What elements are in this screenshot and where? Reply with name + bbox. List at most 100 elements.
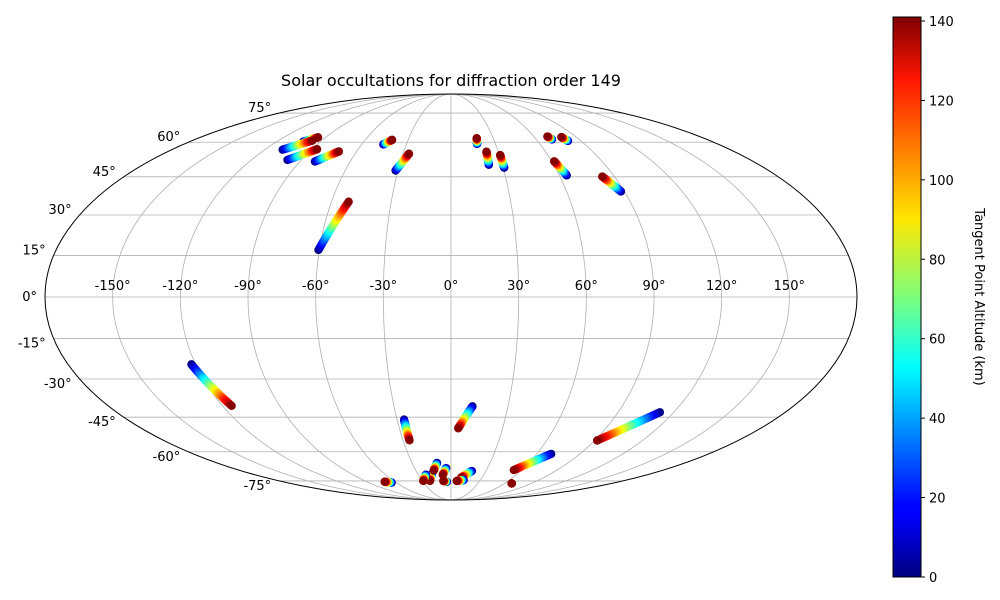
lat-tick-label: 15°: [23, 243, 46, 258]
occultation-track: [438, 463, 451, 479]
lat-tick-label: 45°: [93, 165, 116, 180]
lat-tick-label: 75°: [248, 101, 271, 116]
chart-title: Solar occultations for diffraction order…: [281, 71, 621, 90]
occultation-track: [495, 150, 509, 172]
colorbar-tick-label: 80: [929, 253, 946, 268]
colorbar-ticks: 0 20 40 60 80 100 120 140: [921, 15, 954, 586]
occultation-track: [399, 415, 414, 445]
occultation-track: [598, 172, 626, 196]
occultation-track: [549, 157, 571, 180]
colorbar-tick-label: 100: [929, 174, 954, 189]
occultation-track: [278, 136, 317, 154]
occultation-track: [391, 149, 414, 175]
lon-gridline: [382, 93, 452, 501]
lat-tick-label: -30°: [44, 377, 72, 392]
lat-tick-label: 60°: [157, 130, 180, 145]
occultation-point: [495, 150, 505, 160]
occultation-point: [549, 157, 559, 166]
occultation-track: [283, 145, 322, 165]
lat-tick-label: -15°: [18, 337, 46, 352]
occultation-track: [509, 449, 556, 475]
occultation-points: [187, 132, 665, 488]
occultation-point: [312, 145, 322, 154]
occultation-point: [380, 477, 389, 486]
lat-tick-label: -75°: [243, 479, 271, 494]
occultation-point: [543, 132, 552, 141]
lon-gridline: [179, 93, 452, 501]
colorbar-tick-label: 60: [929, 333, 946, 348]
occultation-point: [387, 135, 397, 145]
occultation-point: [419, 476, 428, 486]
occultation-track: [592, 408, 665, 445]
lon-gridline: [450, 93, 587, 501]
occultation-point: [334, 147, 344, 156]
occultation-track: [557, 132, 573, 146]
lon-gridline: [112, 93, 452, 501]
colorbar-tick-label: 40: [929, 412, 946, 427]
occultation-point: [405, 436, 414, 445]
occultation-point: [438, 470, 448, 479]
lat-tick-label: 0°: [22, 290, 37, 305]
occultation-point: [598, 172, 607, 181]
occultation-point: [404, 149, 414, 158]
map-outline: [44, 93, 858, 501]
colorbar-tick-label: 140: [929, 15, 954, 30]
occultation-track: [472, 133, 482, 149]
occultation-track: [452, 475, 468, 486]
colorbar-tick-label: 120: [929, 94, 954, 109]
lon-tick-label: 30°: [507, 279, 530, 294]
occultation-track: [419, 470, 431, 486]
occultation-point: [454, 424, 463, 433]
lat-tick-label: -60°: [153, 450, 181, 465]
longitude-labels: -150° -120° -90° -60° -30° 0° 30° 60° 90° 120° 150…: [95, 279, 805, 294]
lon-gridline: [450, 93, 655, 501]
lat-tick-label: -45°: [88, 415, 116, 430]
lon-tick-label: -120°: [162, 279, 198, 294]
lon-gridline: [450, 93, 520, 501]
occultation-track: [187, 360, 236, 410]
colorbar-label: Tangent Point Altitude (km): [971, 207, 986, 385]
occultation-point: [509, 465, 519, 475]
occultation-track: [439, 476, 451, 486]
occultation-track: [482, 147, 494, 170]
occultation-point: [592, 436, 602, 445]
occultation-point: [452, 476, 461, 486]
occultation-track: [310, 147, 344, 166]
lon-gridline: [315, 93, 452, 501]
occultation-track: [507, 479, 516, 488]
colorbar: [892, 16, 922, 578]
occultation-point: [472, 133, 481, 143]
lon-tick-label: 0°: [444, 279, 459, 294]
lon-tick-label: 60°: [575, 279, 598, 294]
lon-tick-label: 120°: [706, 279, 737, 294]
lon-gridline: [450, 93, 790, 501]
colorbar-tick-label: 0: [929, 571, 937, 586]
occultation-track: [429, 458, 442, 475]
occultation-track: [543, 132, 557, 144]
occultation-track: [380, 477, 396, 487]
lon-tick-label: 150°: [774, 279, 805, 294]
occultation-point: [482, 147, 491, 156]
occultation-point: [439, 476, 448, 486]
lon-gridline: [247, 93, 452, 501]
latitude-labels: 75° 60° 45° 30° 15° 0° -15° -30° -45° -60° -75°: [18, 101, 271, 494]
lon-tick-label: -90°: [234, 279, 262, 294]
occultation-track: [454, 402, 477, 433]
colorbar-tick-label: 20: [929, 492, 946, 507]
lat-tick-label: 30°: [49, 203, 72, 218]
occultation-track: [314, 197, 353, 255]
occultation-point: [308, 136, 317, 145]
lon-gridline: [450, 93, 723, 501]
occultation-point: [227, 401, 236, 410]
lon-tick-label: -30°: [369, 279, 397, 294]
occultation-track: [379, 135, 397, 149]
lon-tick-label: 90°: [642, 279, 665, 294]
occultation-point: [429, 466, 438, 475]
lon-tick-label: -150°: [95, 279, 131, 294]
occultation-point: [507, 479, 516, 488]
lon-tick-label: -60°: [302, 279, 330, 294]
occultation-point: [344, 197, 353, 206]
occultation-point: [557, 132, 566, 142]
graticule: [45, 93, 857, 501]
